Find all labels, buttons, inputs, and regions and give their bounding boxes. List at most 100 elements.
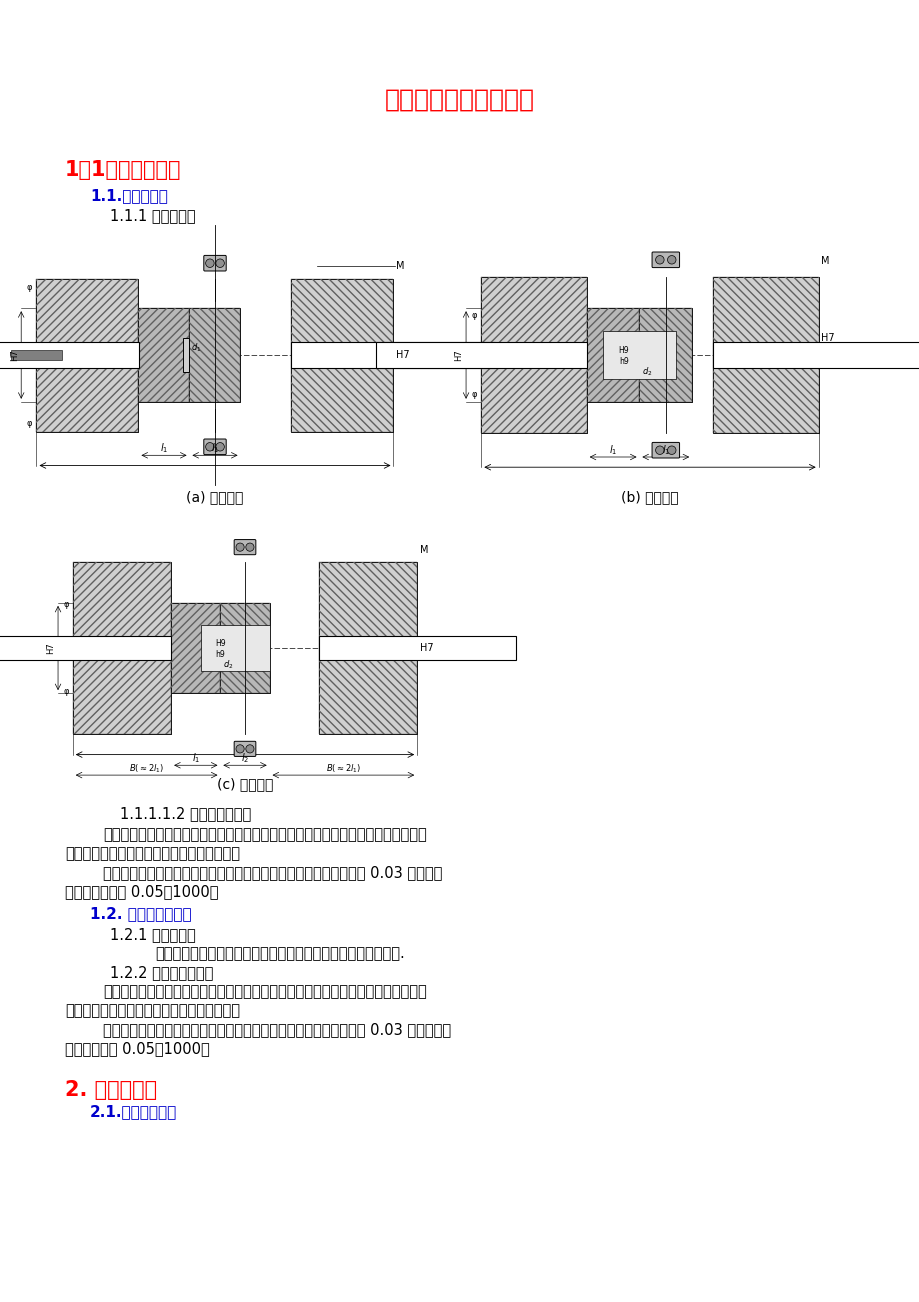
- Circle shape: [655, 255, 664, 264]
- Text: $l_1$: $l_1$: [210, 441, 219, 456]
- Circle shape: [236, 745, 244, 753]
- Text: h9: h9: [618, 357, 628, 366]
- Bar: [712, 277, 818, 434]
- Text: (c) 带防护缘: (c) 带防护缘: [217, 777, 273, 792]
- Bar: [712, 277, 818, 434]
- Text: $d_2$: $d_2$: [222, 658, 233, 671]
- Circle shape: [236, 543, 244, 551]
- Text: 技术文件要求。若无要求，应符合下列规定：: 技术文件要求。若无要求，应符合下列规定：: [65, 1003, 240, 1018]
- FancyBboxPatch shape: [652, 443, 679, 458]
- Bar: [291, 279, 393, 431]
- Text: 1.2.1 常用种类：: 1.2.1 常用种类：: [110, 927, 196, 943]
- Text: H7: H7: [419, 643, 433, 654]
- Bar: [37, 279, 139, 431]
- Text: $l_1$: $l_1$: [608, 443, 617, 457]
- Bar: [73, 562, 171, 734]
- Text: $d_1$: $d_1$: [191, 342, 201, 354]
- Text: $B(\approx 2l_1)$: $B(\approx 2l_1)$: [129, 763, 165, 775]
- FancyBboxPatch shape: [234, 539, 255, 555]
- Bar: [183, 339, 189, 372]
- Text: φ: φ: [471, 389, 477, 398]
- Bar: [0, 342, 139, 367]
- Bar: [319, 562, 416, 734]
- Text: H9: H9: [215, 639, 225, 648]
- Bar: [0, 635, 171, 660]
- Text: 采用联轴器传动的机器，联轴器两轴的对中偏差及联轴器的端面间隙，应符合机器的: 采用联轴器传动的机器，联轴器两轴的对中偏差及联轴器的端面间隙，应符合机器的: [103, 827, 426, 842]
- Text: 常用联轴器安装与使用: 常用联轴器安装与使用: [384, 89, 535, 112]
- Bar: [189, 309, 240, 402]
- Circle shape: [667, 447, 675, 454]
- Text: H9: H9: [618, 346, 629, 355]
- Bar: [712, 342, 919, 367]
- Circle shape: [245, 543, 254, 551]
- Text: $d_2$: $d_2$: [641, 366, 652, 379]
- Text: H7: H7: [47, 642, 55, 654]
- Bar: [586, 309, 639, 402]
- Text: h9: h9: [215, 650, 225, 659]
- Text: H7: H7: [454, 349, 463, 361]
- Text: (b) 无对中榫: (b) 无对中榫: [620, 490, 678, 504]
- Text: M: M: [395, 260, 404, 271]
- Circle shape: [206, 443, 214, 450]
- Bar: [221, 603, 269, 693]
- FancyBboxPatch shape: [234, 741, 255, 756]
- Text: φ: φ: [27, 283, 32, 292]
- Bar: [639, 309, 691, 402]
- Text: 倾斜应不大于 0.05／1000。: 倾斜应不大于 0.05／1000。: [65, 1042, 210, 1056]
- Circle shape: [667, 255, 675, 264]
- Text: $l_2$: $l_2$: [241, 751, 249, 766]
- Text: H7: H7: [9, 349, 18, 361]
- Text: $l_1$: $l_1$: [191, 751, 199, 766]
- Bar: [291, 279, 393, 431]
- Text: 向倾斜应不大于 0.05／1000。: 向倾斜应不大于 0.05／1000。: [65, 884, 219, 898]
- Bar: [481, 277, 586, 434]
- Text: φ: φ: [471, 311, 477, 320]
- Bar: [139, 309, 189, 402]
- Text: φ: φ: [63, 600, 69, 609]
- Bar: [171, 603, 221, 693]
- Bar: [139, 309, 189, 402]
- Text: 两半联轴器端面应紧密接触，其两轴的对中偏差：径向位移应不大于 0.03 毫米，轴: 两半联轴器端面应紧密接触，其两轴的对中偏差：径向位移应不大于 0.03 毫米，轴: [103, 865, 442, 880]
- Circle shape: [206, 259, 214, 267]
- Text: 采用联轴器传动的机器，联轴器两轴的对中偏差及联轴器的端面间隙，应符合机器的: 采用联轴器传动的机器，联轴器两轴的对中偏差及联轴器的端面间隙，应符合机器的: [103, 984, 426, 999]
- Text: 1．1．刚性联轴器: 1．1．刚性联轴器: [65, 160, 181, 180]
- Circle shape: [655, 447, 664, 454]
- Text: 1.1.凸缘联轴器: 1.1.凸缘联轴器: [90, 187, 167, 203]
- Text: 技术文件要求。若无要求，应符合下列规定：: 技术文件要求。若无要求，应符合下列规定：: [65, 846, 240, 861]
- Circle shape: [216, 443, 224, 450]
- Bar: [291, 342, 495, 367]
- Bar: [189, 309, 240, 402]
- Text: $l_1$: $l_1$: [160, 441, 168, 456]
- Bar: [481, 277, 586, 434]
- Bar: [221, 603, 269, 693]
- FancyBboxPatch shape: [204, 439, 226, 454]
- Circle shape: [245, 745, 254, 753]
- Bar: [11, 350, 62, 361]
- FancyBboxPatch shape: [652, 253, 679, 268]
- Text: 1.2. 其他刚性联轴器: 1.2. 其他刚性联轴器: [90, 906, 191, 921]
- Bar: [37, 279, 139, 431]
- Bar: [200, 625, 269, 671]
- Text: 2.1.滑块联轴器：: 2.1.滑块联轴器：: [90, 1104, 177, 1118]
- Text: M: M: [821, 256, 829, 267]
- Bar: [319, 635, 515, 660]
- Text: H7: H7: [821, 333, 834, 342]
- Text: 套筒联轴器、夹壳联轴器、紧箍夹壳联轴器、凸缘夹壳联轴器等.: 套筒联轴器、夹壳联轴器、紧箍夹壳联轴器、凸缘夹壳联轴器等.: [154, 947, 404, 961]
- Bar: [171, 603, 221, 693]
- Text: 1.2.2 安装检修要求：: 1.2.2 安装检修要求：: [110, 965, 213, 980]
- Bar: [586, 309, 639, 402]
- Bar: [319, 562, 416, 734]
- Text: 两半联轴器端面应紧密接触，其两轴的对中偏差：径向位移应不大于 0.03 毫米，轴向: 两半联轴器端面应紧密接触，其两轴的对中偏差：径向位移应不大于 0.03 毫米，轴…: [103, 1022, 450, 1036]
- Bar: [73, 562, 171, 734]
- Bar: [376, 342, 586, 367]
- Text: $B(\approx 2l_1)$: $B(\approx 2l_1)$: [325, 763, 361, 775]
- Bar: [602, 331, 675, 379]
- Circle shape: [216, 259, 224, 267]
- Bar: [639, 309, 691, 402]
- Text: M: M: [419, 544, 427, 555]
- Text: (a) 有对中榫: (a) 有对中榫: [187, 490, 244, 504]
- Text: 1.1.1 常用种类：: 1.1.1 常用种类：: [110, 208, 196, 223]
- Text: 2. 挠性联轴器: 2. 挠性联轴器: [65, 1079, 157, 1100]
- Text: φ: φ: [63, 686, 69, 695]
- Text: H7: H7: [395, 350, 409, 359]
